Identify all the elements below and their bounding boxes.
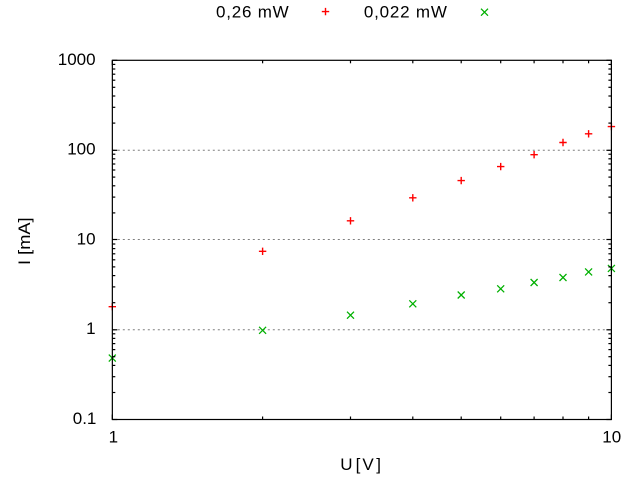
- svg-text:]: ]: [376, 455, 381, 474]
- svg-text:I [mA]: I [mA]: [15, 217, 34, 265]
- svg-text:0.1: 0.1: [73, 409, 97, 428]
- svg-text:U: U: [340, 455, 352, 474]
- svg-text:1: 1: [86, 319, 95, 338]
- svg-text:0,022 mW: 0,022 mW: [364, 2, 447, 21]
- svg-text:10: 10: [602, 428, 621, 447]
- svg-text:1: 1: [109, 428, 118, 447]
- svg-text:10: 10: [77, 229, 96, 248]
- svg-text:V: V: [362, 455, 374, 474]
- svg-text:100: 100: [67, 140, 95, 159]
- svg-text:1000: 1000: [58, 50, 96, 69]
- svg-text:0,26 mW: 0,26 mW: [216, 2, 289, 21]
- svg-text:[: [: [356, 455, 361, 474]
